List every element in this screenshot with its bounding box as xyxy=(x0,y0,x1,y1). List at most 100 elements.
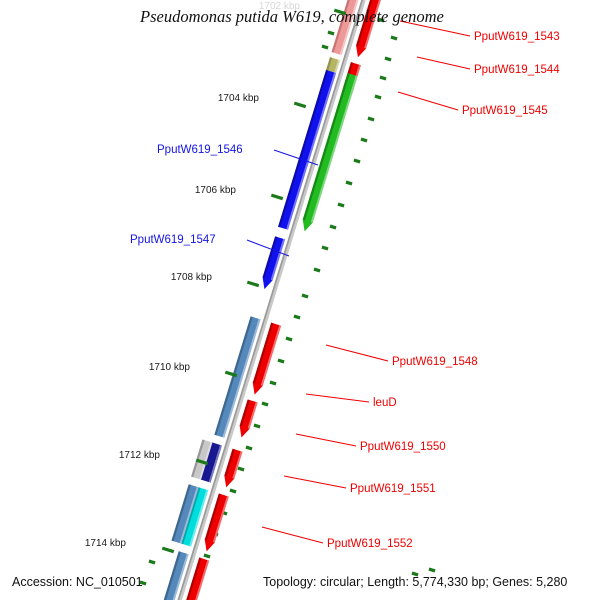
gene-highlight xyxy=(195,559,210,600)
gene-shadow xyxy=(356,0,373,47)
axis-tick-mark xyxy=(224,370,238,378)
gene-feature[interactable] xyxy=(262,236,286,290)
gene-feature[interactable] xyxy=(191,439,213,480)
gene-label[interactable]: PputW619_1546 xyxy=(157,144,243,156)
gene-shadow xyxy=(186,557,202,600)
gene-highlight xyxy=(208,444,222,483)
gene-body[interactable] xyxy=(262,236,286,290)
gene-feature[interactable] xyxy=(162,551,189,600)
gene-feature[interactable] xyxy=(181,487,209,547)
gene-label[interactable]: PputW619_1543 xyxy=(474,31,560,43)
gene-feature[interactable] xyxy=(186,557,210,600)
tick-dot xyxy=(353,158,361,164)
gene-body[interactable] xyxy=(356,0,381,58)
label-leader-lines xyxy=(246,20,471,544)
gene-body[interactable] xyxy=(186,557,210,600)
gene-shadow xyxy=(204,493,221,541)
gene-label[interactable]: PputW619_1547 xyxy=(130,234,216,246)
axis-tick-mark xyxy=(246,280,260,288)
tick-dot xyxy=(329,224,337,230)
tick-dot xyxy=(237,466,245,472)
gene-feature[interactable] xyxy=(171,484,199,544)
gene-shadow xyxy=(224,448,235,477)
tick-dot xyxy=(313,267,321,273)
axis-tick-label: 1702 kbp xyxy=(259,1,301,12)
axis-tick-mark xyxy=(333,8,347,16)
gene-label-leader xyxy=(325,344,389,362)
gene-feature[interactable] xyxy=(302,73,358,232)
gene-label-leader xyxy=(261,526,324,544)
gene-shadow xyxy=(163,551,181,600)
gene-label-leader xyxy=(416,56,471,70)
gene-body[interactable] xyxy=(214,316,261,438)
gene-shadow xyxy=(171,484,191,542)
gene-feature[interactable] xyxy=(252,322,282,395)
gene-label-layer[interactable]: PputW619_1543 PputW619_1544 PputW619_1545 P… xyxy=(130,31,560,550)
gene-highlight xyxy=(260,325,282,386)
gene-feature[interactable] xyxy=(200,442,222,483)
gene-shadow xyxy=(239,399,250,427)
tick-dot xyxy=(321,245,329,251)
gene-body[interactable] xyxy=(162,551,189,600)
tick-dot xyxy=(253,423,261,429)
gene-feature[interactable] xyxy=(239,399,258,438)
tick-dot xyxy=(139,580,147,586)
gene-label[interactable]: PputW619_1545 xyxy=(462,105,548,117)
gene-body[interactable] xyxy=(252,322,282,395)
gene-body[interactable] xyxy=(302,73,358,232)
axis-tick-label: 1706 kbp xyxy=(195,185,237,196)
gene-label-leader xyxy=(273,149,319,166)
tick-dot xyxy=(411,571,419,577)
gene-feature[interactable] xyxy=(224,448,243,488)
axis-tick-mark xyxy=(270,193,284,201)
axis-highlight xyxy=(179,0,366,600)
gene-body[interactable] xyxy=(331,0,361,56)
tick-dot xyxy=(384,56,392,62)
axis-tick-label: 1704 kbp xyxy=(218,93,260,104)
gene-label[interactable]: PputW619_1548 xyxy=(392,356,478,368)
gene-highlight xyxy=(339,0,359,56)
tick-dot xyxy=(360,137,368,143)
gene-body[interactable] xyxy=(278,69,337,230)
gene-body[interactable] xyxy=(224,448,243,488)
gene-body[interactable] xyxy=(191,439,213,480)
tick-dot xyxy=(321,44,329,50)
gene-label[interactable]: PputW619_1551 xyxy=(350,483,436,495)
gene-highlight xyxy=(247,401,258,429)
axis-tick-mark xyxy=(195,458,209,466)
gene-body[interactable] xyxy=(239,399,258,438)
tick-dot xyxy=(345,180,353,186)
tick-dot xyxy=(390,35,398,41)
gene-body[interactable] xyxy=(204,493,229,552)
gene-body[interactable] xyxy=(200,442,222,483)
gene-shadow xyxy=(181,487,201,545)
tick-dot xyxy=(428,567,436,573)
gene-highlight xyxy=(310,75,358,223)
gene-shadow xyxy=(262,236,278,278)
tick-dot xyxy=(285,336,293,342)
genome-axis[interactable] xyxy=(174,0,374,600)
gene-label[interactable]: PputW619_1544 xyxy=(474,64,560,76)
gene-label-leader xyxy=(295,433,357,447)
gene-feature[interactable] xyxy=(204,493,229,552)
gene-feature[interactable] xyxy=(214,316,261,438)
axis-tick-label: 1710 kbp xyxy=(149,362,191,373)
accession-label: Accession: NC_010501 xyxy=(12,575,143,589)
gene-label[interactable]: leuD xyxy=(373,397,397,409)
gene-feature[interactable] xyxy=(356,0,381,58)
gene-label[interactable]: PputW619_1550 xyxy=(360,441,446,453)
gene-label-leader xyxy=(399,20,471,37)
gene-highlight xyxy=(222,318,261,438)
gene-feature[interactable] xyxy=(278,69,337,230)
gene-body[interactable] xyxy=(171,484,199,544)
gene-highlight xyxy=(189,489,209,547)
gene-highlight xyxy=(172,553,189,600)
gene-label[interactable]: PputW619_1552 xyxy=(327,538,413,550)
gene-body[interactable] xyxy=(181,487,209,547)
gene-highlight xyxy=(232,451,243,479)
tick-dot xyxy=(374,94,382,100)
tick-dot xyxy=(293,314,301,320)
gene-shadow xyxy=(302,73,350,221)
